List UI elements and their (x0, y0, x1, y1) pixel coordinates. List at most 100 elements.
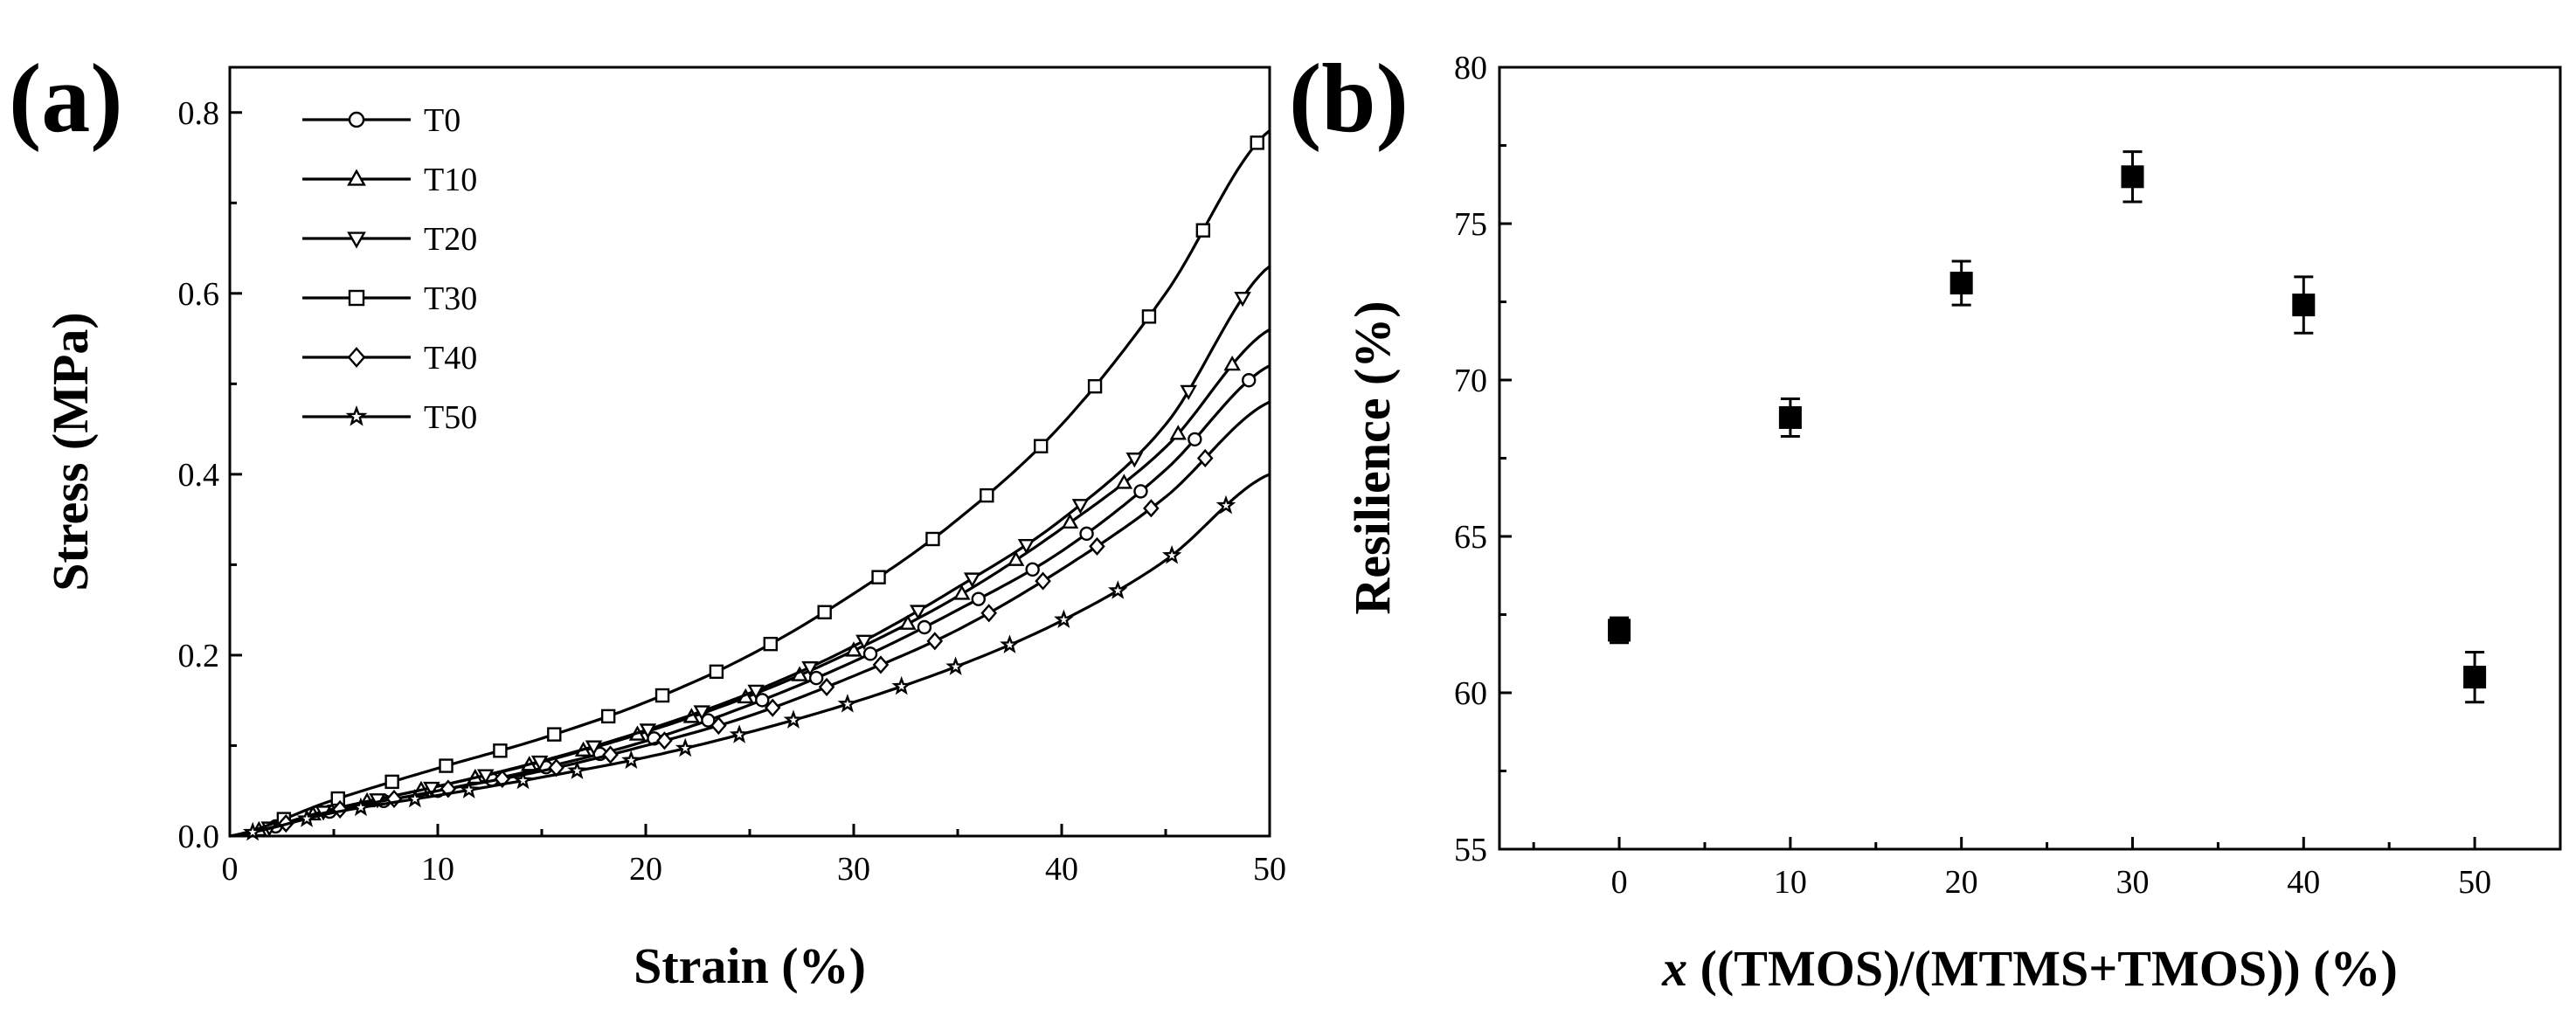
series-line-t0 (229, 364, 1271, 838)
series-marker-t50 (729, 724, 750, 743)
series-marker-t50 (891, 675, 911, 695)
legend-marker (347, 232, 366, 249)
panel-a: (a) 0 10 20 30 40 500.00.20.40.60.8 T0T10T20T… (9, 45, 1286, 994)
data-point (1949, 259, 1973, 307)
point-marker (1778, 405, 1802, 429)
panel-b-y-axis-label: Resilience (%) (1344, 301, 1401, 614)
series-marker-t50 (1215, 494, 1236, 515)
series-marker-t30 (384, 774, 399, 790)
series-marker-t30 (439, 758, 454, 773)
x-tick-label: 20 (629, 851, 662, 888)
series-marker-t50 (621, 750, 641, 770)
series-marker-t40 (764, 698, 781, 717)
legend-item-t40: T40 (302, 340, 477, 377)
series-t50 (229, 473, 1271, 841)
series-t10 (229, 328, 1271, 838)
x-tick-label: 10 (421, 851, 454, 888)
x-tick-label: 30 (837, 851, 870, 888)
series-marker-t20 (476, 769, 495, 785)
legend-marker (348, 289, 365, 307)
legend-item-t30: T30 (302, 280, 477, 317)
series-marker-t10 (845, 641, 862, 657)
legend-label: T20 (424, 221, 477, 258)
series-marker-t20 (910, 605, 927, 620)
series-marker-t0 (862, 646, 878, 661)
series-line-t10 (229, 328, 1271, 838)
series-marker-t40 (1143, 499, 1160, 518)
x-tick-label: 50 (2458, 864, 2491, 901)
panel-b-frame (1498, 66, 2562, 851)
series-marker-t30 (1087, 379, 1103, 394)
series-marker-t50 (567, 760, 587, 779)
series-marker-t0 (1241, 373, 1257, 388)
series-marker-t20 (530, 755, 549, 771)
series-marker-t10 (953, 584, 971, 600)
series-t40 (229, 400, 1271, 838)
series-marker-t30 (1033, 439, 1049, 453)
series-marker-t30 (547, 727, 562, 742)
series-marker-t50 (242, 821, 263, 841)
series-marker-t30 (1250, 135, 1264, 150)
y-tick-label: 70 (1454, 363, 1487, 399)
x-tick-label: 30 (2116, 864, 2149, 901)
x-tick-label: 0 (1611, 864, 1628, 901)
legend-item-t50: T50 (302, 399, 477, 436)
series-marker-t50 (350, 797, 371, 817)
panel-b-label: (b) (1289, 45, 1409, 153)
panel-b-ticks: 0 10 20 30 40 50 55 60 65 70 75 80 (1454, 50, 2491, 901)
series-marker-t20 (747, 684, 765, 701)
series-marker-t20 (1071, 499, 1090, 515)
point-marker (2463, 666, 2487, 689)
series-marker-t0 (755, 693, 770, 708)
panel-b: (b) 0 10 20 30 40 50 55 60 65 70 75 80 x ((TMOS)/(M… (1289, 45, 2562, 997)
x-tick-label: 40 (1045, 851, 1078, 888)
x-tick-label: 10 (1774, 864, 1807, 901)
series-marker-t50 (513, 770, 533, 790)
series-marker-t30 (871, 570, 886, 584)
series-marker-t50 (1054, 609, 1074, 629)
series-marker-t20 (801, 660, 819, 677)
series-marker-t40 (980, 604, 997, 623)
series-marker-t0 (917, 619, 932, 635)
y-tick-label: 0.8 (178, 95, 220, 132)
legend-label: T10 (424, 162, 477, 198)
panel-a-frame (228, 66, 1271, 838)
series-marker-t50 (837, 694, 858, 713)
series-t0 (229, 364, 1271, 838)
legend-marker (348, 111, 365, 128)
series-marker-t20 (855, 634, 873, 650)
y-tick-label: 0.4 (178, 457, 220, 494)
series-marker-t40 (602, 745, 619, 764)
point-marker (1949, 272, 1973, 295)
panel-b-points (1608, 150, 2487, 704)
panel-b-x-axis-label: x ((TMOS)/(MTMS+TMOS)) (%) (1661, 940, 2398, 997)
y-tick-label: 0.2 (178, 638, 220, 674)
series-line-t30 (229, 129, 1271, 838)
series-marker-t40 (1035, 571, 1051, 591)
series-marker-t50 (1161, 545, 1182, 564)
series-marker-t30 (600, 708, 616, 724)
series-marker-t10 (1061, 513, 1079, 529)
point-marker (1608, 619, 1631, 642)
data-point (2292, 275, 2316, 335)
series-marker-t50 (1000, 634, 1020, 653)
y-tick-label: 0.0 (178, 819, 220, 855)
panel-a-y-axis-label: Stress (MPa) (42, 312, 99, 591)
series-marker-t20 (639, 723, 657, 739)
series-marker-t0 (1079, 526, 1094, 542)
series-marker-t20 (963, 572, 981, 588)
series-marker-t0 (808, 670, 824, 686)
series-marker-t30 (925, 531, 940, 547)
series-t20 (229, 265, 1271, 838)
series-marker-t30 (654, 688, 670, 703)
series-marker-t40 (926, 632, 944, 651)
panel-a-ticks: 0 10 20 30 40 50 0.0 0.2 0.4 0.6 0.8 (178, 95, 1287, 888)
legend-label: T50 (424, 399, 477, 436)
series-marker-t40 (656, 731, 673, 750)
series-marker-t10 (1007, 550, 1025, 566)
series-marker-t0 (1133, 484, 1148, 499)
series-marker-t50 (1108, 580, 1128, 599)
series-marker-t30 (493, 743, 508, 758)
legend-label: T0 (424, 102, 460, 139)
